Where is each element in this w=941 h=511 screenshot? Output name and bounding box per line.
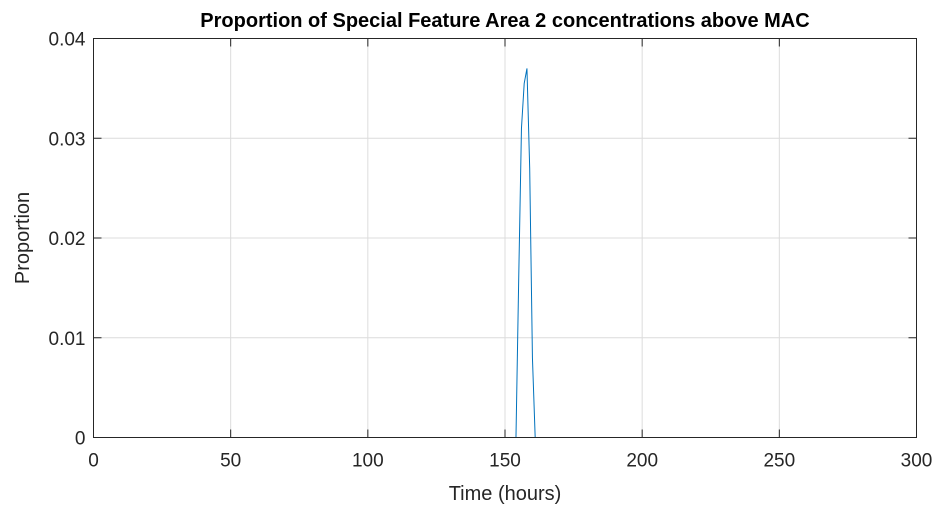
axis-ticks [93, 38, 917, 438]
y-tick-labels: 0 0.01 0.02 0.03 0.04 [49, 30, 86, 450]
grid [93, 38, 917, 438]
y-axis-label: Proportion [12, 192, 34, 284]
y-tick-label: 0.01 [49, 329, 86, 350]
x-tick-label: 0 [88, 451, 99, 472]
x-tick-label: 200 [626, 451, 658, 472]
x-tick-labels: 0 50 100 150 200 250 300 [88, 451, 932, 472]
x-tick-label: 50 [220, 451, 241, 472]
y-tick-label: 0.02 [49, 229, 86, 250]
x-tick-label: 250 [763, 451, 795, 472]
x-tick-label: 100 [352, 451, 384, 472]
x-tick-label: 150 [489, 451, 521, 472]
chart-title: Proportion of Special Feature Area 2 con… [200, 10, 809, 32]
y-tick-label: 0 [75, 429, 86, 450]
x-axis-label: Time (hours) [449, 483, 562, 505]
y-tick-label: 0.04 [49, 30, 86, 51]
x-tick-label: 300 [901, 451, 933, 472]
y-tick-label: 0.03 [49, 129, 86, 150]
